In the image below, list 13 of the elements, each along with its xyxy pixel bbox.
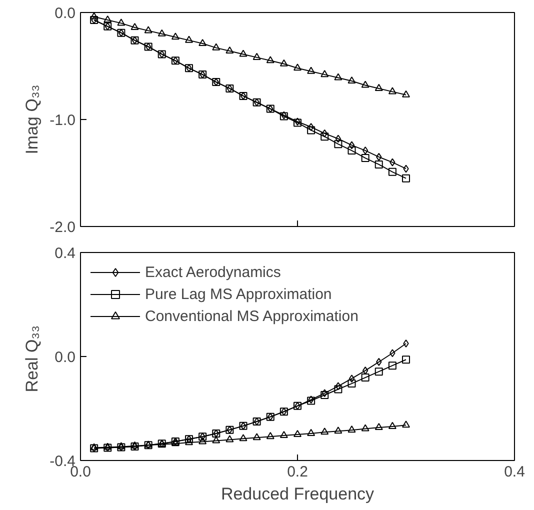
legend-label: Pure Lag MS Approximation [145, 286, 332, 302]
y-tick-label: 0.0 [54, 349, 76, 366]
y-axis-title: Real Q₃₃ [22, 325, 42, 392]
legend-label: Exact Aerodynamics [145, 264, 281, 280]
y-tick-label: -1.0 [50, 112, 76, 129]
y-tick-label: 0.0 [54, 5, 76, 22]
legend-label: Conventional MS Approximation [145, 308, 358, 324]
y-axis-title: Imag Q₃₃ [22, 84, 42, 154]
x-tick-label: 0.4 [504, 464, 525, 480]
x-axis-title: Reduced Frequency [220, 484, 375, 504]
x-tick-label: 0.2 [287, 464, 308, 480]
y-tick-label: -2.0 [50, 219, 76, 236]
y-tick-label: 0.4 [54, 245, 76, 262]
